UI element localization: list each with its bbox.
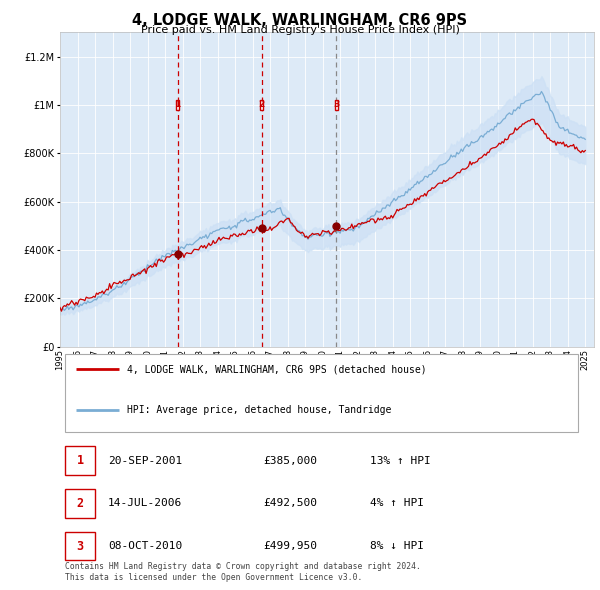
Text: 2: 2 [76, 497, 83, 510]
Text: Contains HM Land Registry data © Crown copyright and database right 2024.
This d: Contains HM Land Registry data © Crown c… [65, 562, 421, 582]
Bar [335, 100, 338, 110]
FancyBboxPatch shape [65, 532, 95, 560]
Bar [260, 100, 263, 110]
Text: 20-SEP-2001: 20-SEP-2001 [108, 455, 182, 466]
Text: 2: 2 [259, 100, 265, 109]
Text: 08-OCT-2010: 08-OCT-2010 [108, 541, 182, 551]
Text: 8% ↓ HPI: 8% ↓ HPI [370, 541, 424, 551]
Text: 3: 3 [333, 100, 339, 109]
Text: £385,000: £385,000 [263, 455, 317, 466]
Text: 1: 1 [175, 100, 181, 109]
FancyBboxPatch shape [65, 447, 95, 475]
Text: 3: 3 [76, 540, 83, 553]
Text: £499,950: £499,950 [263, 541, 317, 551]
Text: 13% ↑ HPI: 13% ↑ HPI [370, 455, 430, 466]
Text: 14-JUL-2006: 14-JUL-2006 [108, 499, 182, 509]
Text: HPI: Average price, detached house, Tandridge: HPI: Average price, detached house, Tand… [127, 405, 391, 415]
FancyBboxPatch shape [65, 354, 578, 432]
Text: 1: 1 [76, 454, 83, 467]
Bar [176, 100, 179, 110]
Text: 4% ↑ HPI: 4% ↑ HPI [370, 499, 424, 509]
Text: Price paid vs. HM Land Registry's House Price Index (HPI): Price paid vs. HM Land Registry's House … [140, 25, 460, 35]
Text: 4, LODGE WALK, WARLINGHAM, CR6 9PS (detached house): 4, LODGE WALK, WARLINGHAM, CR6 9PS (deta… [127, 364, 427, 374]
Text: 4, LODGE WALK, WARLINGHAM, CR6 9PS: 4, LODGE WALK, WARLINGHAM, CR6 9PS [133, 13, 467, 28]
Text: £492,500: £492,500 [263, 499, 317, 509]
FancyBboxPatch shape [65, 489, 95, 517]
